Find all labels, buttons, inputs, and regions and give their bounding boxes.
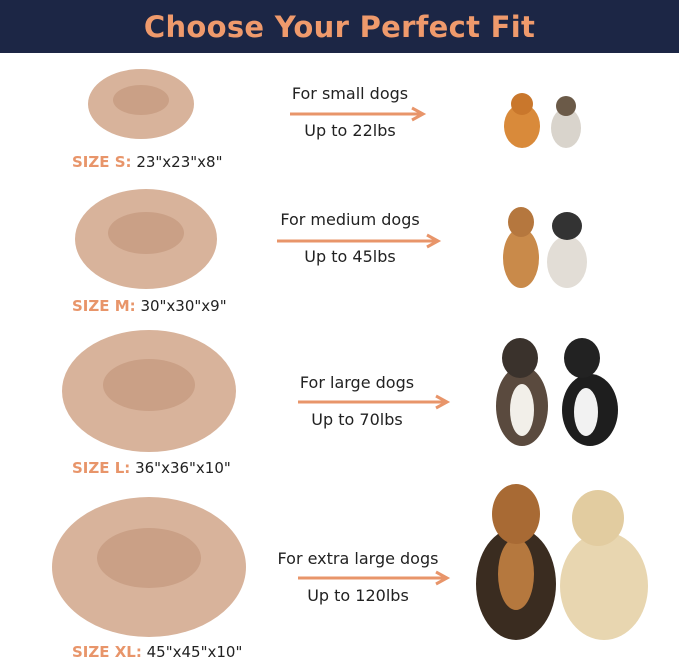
large-dogs-image	[496, 338, 618, 446]
dog-type-text: For large dogs	[299, 373, 415, 392]
size-m-label: SIZE M: 30"x30"x9"	[72, 297, 227, 315]
page-title: Choose Your Perfect Fit	[143, 9, 536, 44]
size-l-label: SIZE L: 36"x36"x10"	[72, 459, 231, 477]
arrow-icon	[298, 570, 451, 586]
bed-large-image	[62, 330, 236, 452]
small-dogs-image	[504, 93, 581, 148]
size-s-label: SIZE S: 23"x23"x8"	[72, 153, 223, 171]
dog-type-text: For extra large dogs	[277, 549, 439, 568]
bed-xl-image	[52, 497, 246, 637]
weight-limit-text: Up to 22lbs	[304, 121, 396, 140]
size-l-info: For large dogs Up to 70lbs	[257, 373, 457, 429]
weight-limit-text: Up to 45lbs	[304, 247, 396, 266]
size-s-info: For small dogs Up to 22lbs	[250, 84, 450, 140]
arrow-icon	[290, 106, 427, 122]
medium-dogs-image	[503, 207, 587, 288]
dog-type-text: For small dogs	[291, 84, 409, 103]
dog-type-text: For medium dogs	[280, 210, 420, 229]
bed-small-image	[88, 69, 194, 139]
arrow-icon	[277, 233, 442, 249]
weight-limit-text: Up to 120lbs	[307, 586, 409, 605]
weight-limit-text: Up to 70lbs	[311, 410, 403, 429]
size-xl-info: For extra large dogs Up to 120lbs	[258, 549, 458, 605]
extra-large-dogs-image	[476, 484, 648, 640]
header-banner: Choose Your Perfect Fit	[0, 0, 679, 53]
size-m-info: For medium dogs Up to 45lbs	[250, 210, 450, 266]
arrow-icon	[298, 394, 451, 410]
size-xl-label: SIZE XL: 45"x45"x10"	[72, 643, 243, 661]
bed-medium-image	[75, 189, 217, 289]
